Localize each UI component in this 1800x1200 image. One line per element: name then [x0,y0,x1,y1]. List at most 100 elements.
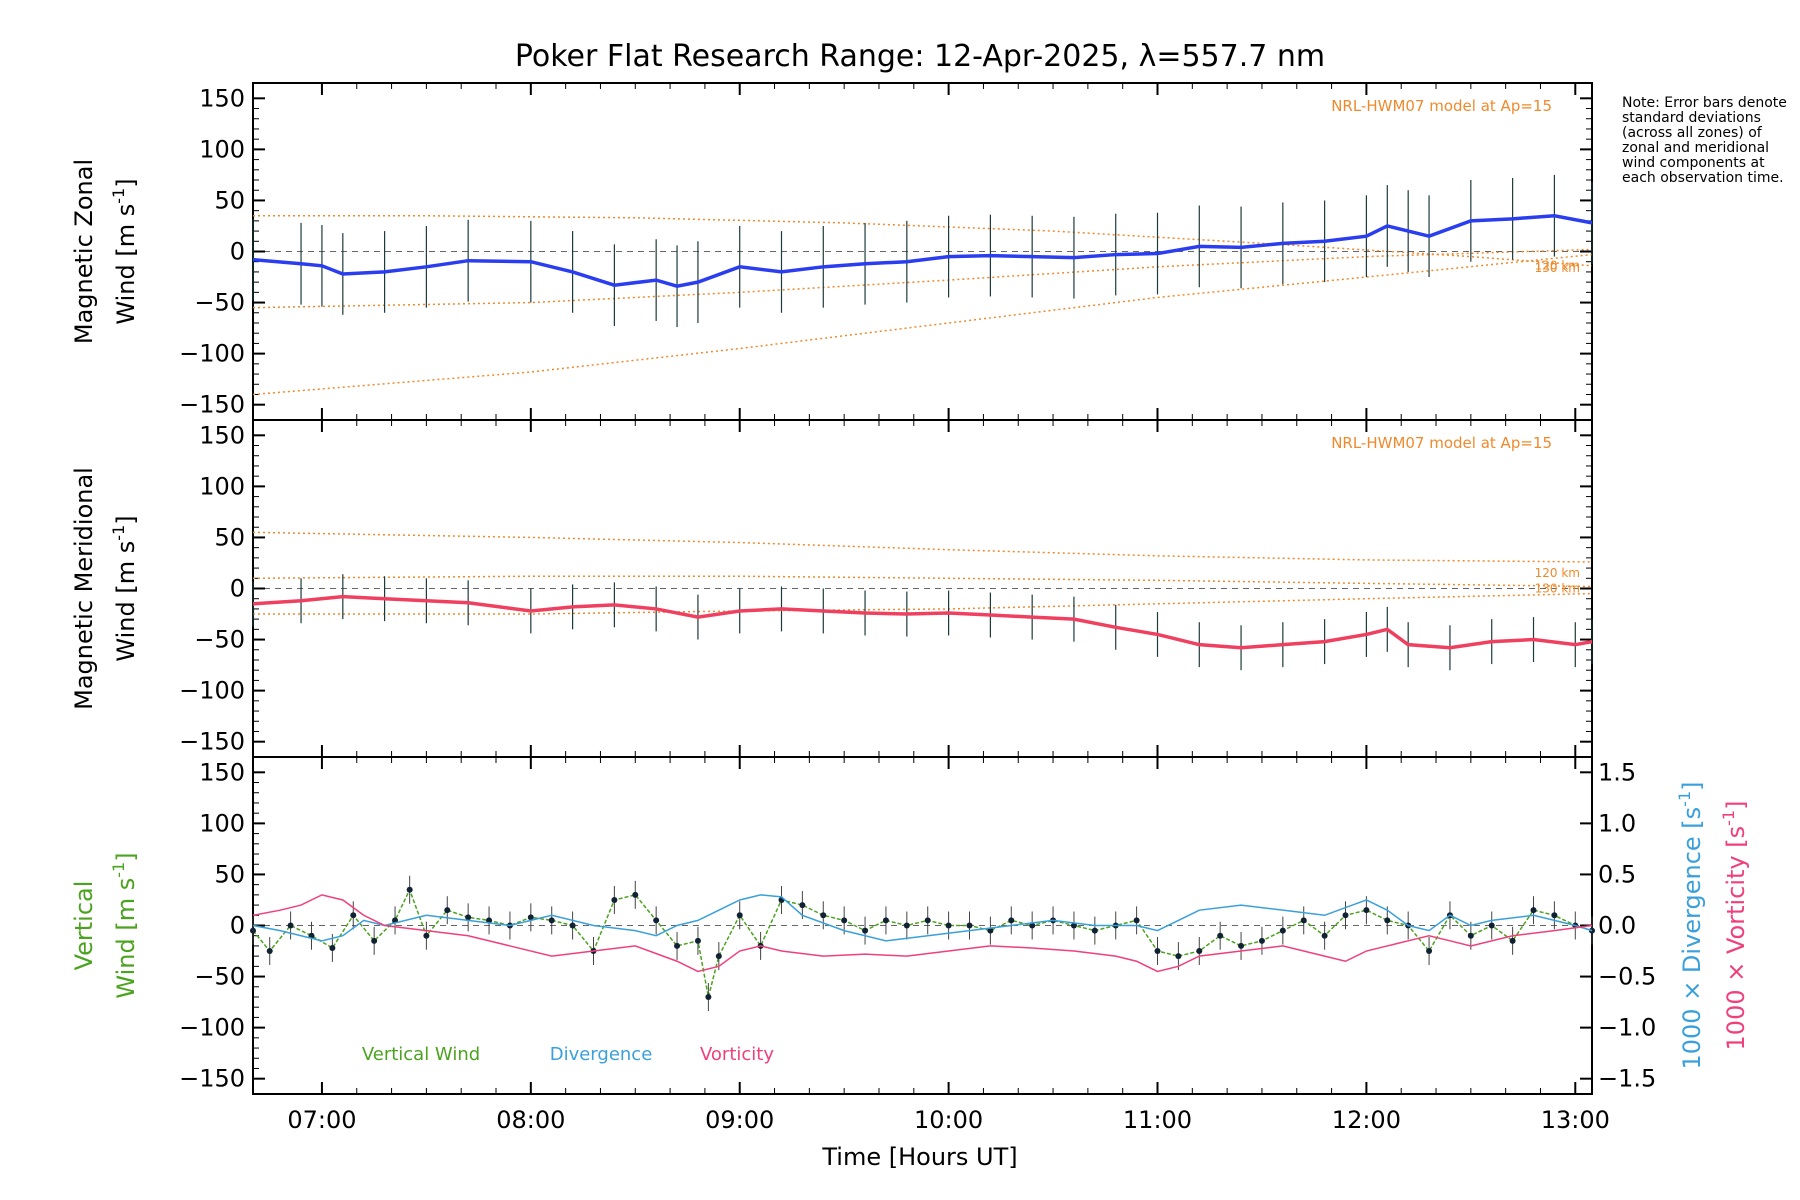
y-tick-label-meridional: −100 [179,677,245,705]
series-line-vertical-vorticity [252,894,1593,973]
y-tick-label-zonal: −50 [194,289,245,317]
y-axis-label-zonal: Magnetic Zonal [70,159,98,344]
x-tick-label: 12:00 [1332,1106,1401,1134]
model-line-label-meridional: 120 km [1535,566,1580,580]
vertical-wind-point [903,922,910,929]
y-tick-label-zonal: 100 [199,135,245,163]
vertical-wind-point [841,917,848,924]
vertical-wind-point [715,953,722,960]
y-tick-label-vertical: −100 [179,1014,245,1042]
x-tick-label: 08:00 [496,1106,565,1134]
model-line-label-zonal: 120 km [1535,259,1580,273]
vertical-wind-point [1321,932,1328,939]
vertical-wind-point [1467,932,1474,939]
x-tick-label: 10:00 [914,1106,983,1134]
vertical-wind-point [1070,922,1077,929]
vertical-wind-point [1300,917,1307,924]
right-y-tick-label: −1.0 [1598,1014,1656,1042]
model-line-meridional-1 [252,575,1593,588]
y-tick-label-zonal: −150 [179,391,245,419]
vertical-wind-point [882,917,889,924]
right-y-tick-label: −0.5 [1598,963,1656,991]
vertical-wind-point [1175,953,1182,960]
model-line-label-meridional: 130 km [1535,581,1580,595]
vertical-wind-point [632,891,639,898]
y-tick-label-vertical: −150 [179,1065,245,1093]
legend-vertical-wind: Vertical Wind [362,1044,480,1065]
vertical-wind-point [1384,917,1391,924]
vertical-wind-point [1029,922,1036,929]
vertical-wind-point [1279,927,1286,934]
model-line-label-zonal: 130 km [1535,261,1580,275]
y-tick-label-vertical: 100 [199,809,245,837]
vertical-wind-point [611,896,618,903]
vertical-wind-point [1091,927,1098,934]
vertical-wind-point [527,914,534,921]
y-tick-label-vertical: 0 [230,912,245,940]
y-tick-label-meridional: 0 [230,575,245,603]
vertical-wind-point [250,927,256,934]
y-axis-unit-vertical: Wind [m s-1] [109,852,140,998]
vertical-wind-point [1363,907,1370,914]
vertical-wind-point [486,917,493,924]
vertical-wind-point [653,917,660,924]
vertical-wind-point [1196,948,1203,955]
legend-divergence: Divergence [550,1044,653,1065]
vertical-wind-point [1133,917,1140,924]
right-y-tick-label: 0.5 [1598,860,1636,888]
vertical-wind-point [945,922,952,929]
chart-title: Poker Flat Research Range: 12-Apr-2025, … [515,39,1325,74]
y-tick-label-vertical: −50 [194,963,245,991]
y-axis-unit-meridional: Wind [m s-1] [109,515,140,661]
series-line-zonal-mean [252,213,1593,289]
vertical-wind-point [862,927,869,934]
right-y-tick-label: −1.5 [1598,1065,1656,1093]
y-tick-label-vertical: 50 [214,860,245,888]
y-tick-label-meridional: −150 [179,728,245,756]
vertical-wind-point [1509,937,1516,944]
vertical-wind-point [266,948,273,955]
vertical-wind-point [329,944,336,951]
divergence-axis-label: 1000 × Divergence [s-1] [1675,781,1706,1069]
y-tick-label-meridional: 50 [214,523,245,551]
y-tick-label-zonal: 150 [199,84,245,112]
vertical-wind-point [350,912,357,919]
x-tick-label: 11:00 [1123,1106,1192,1134]
y-tick-label-meridional: 100 [199,472,245,500]
series-line-meridional-mean [252,594,1593,650]
vertical-wind-point [465,914,472,921]
vertical-wind-point [1426,948,1433,955]
model-label-meridional: NRL-HWM07 model at Ap=15 [1331,434,1552,452]
x-tick-label: 07:00 [287,1106,356,1134]
vertical-wind-point [287,922,294,929]
vertical-wind-point [694,937,701,944]
vertical-wind-point [548,917,555,924]
vertical-wind-point [423,932,430,939]
right-y-tick-label: 1.0 [1598,809,1636,837]
vertical-wind-point [820,912,827,919]
vertical-wind-point [736,912,743,919]
right-y-tick-label: 1.5 [1598,758,1636,786]
y-tick-label-zonal: −100 [179,340,245,368]
vertical-wind-point [1342,912,1349,919]
x-tick-label: 09:00 [705,1106,774,1134]
vertical-wind-point [1258,937,1265,944]
y-axis-unit-zonal: Wind [m s-1] [109,178,140,324]
y-tick-label-zonal: 50 [214,186,245,214]
y-tick-label-meridional: 150 [199,421,245,449]
x-axis-label: Time [Hours UT] [821,1143,1017,1171]
vertical-wind-point [705,993,712,1000]
y-tick-label-zonal: 0 [230,238,245,266]
error-bar-note: Note: Error bars denote standard deviati… [1622,95,1787,186]
vertical-wind-point [1530,907,1537,914]
vertical-wind-point [1154,948,1161,955]
vorticity-axis-label: 1000 × Vorticity [s-1] [1719,801,1750,1051]
y-axis-label-meridional: Magnetic Meridional [70,467,98,710]
vertical-wind-point [799,902,806,909]
y-tick-label-meridional: −50 [194,626,245,654]
legend-vorticity: Vorticity [700,1044,774,1065]
vertical-wind-point [569,922,576,929]
vertical-wind-point [1008,917,1015,924]
vertical-wind-point [1217,932,1224,939]
